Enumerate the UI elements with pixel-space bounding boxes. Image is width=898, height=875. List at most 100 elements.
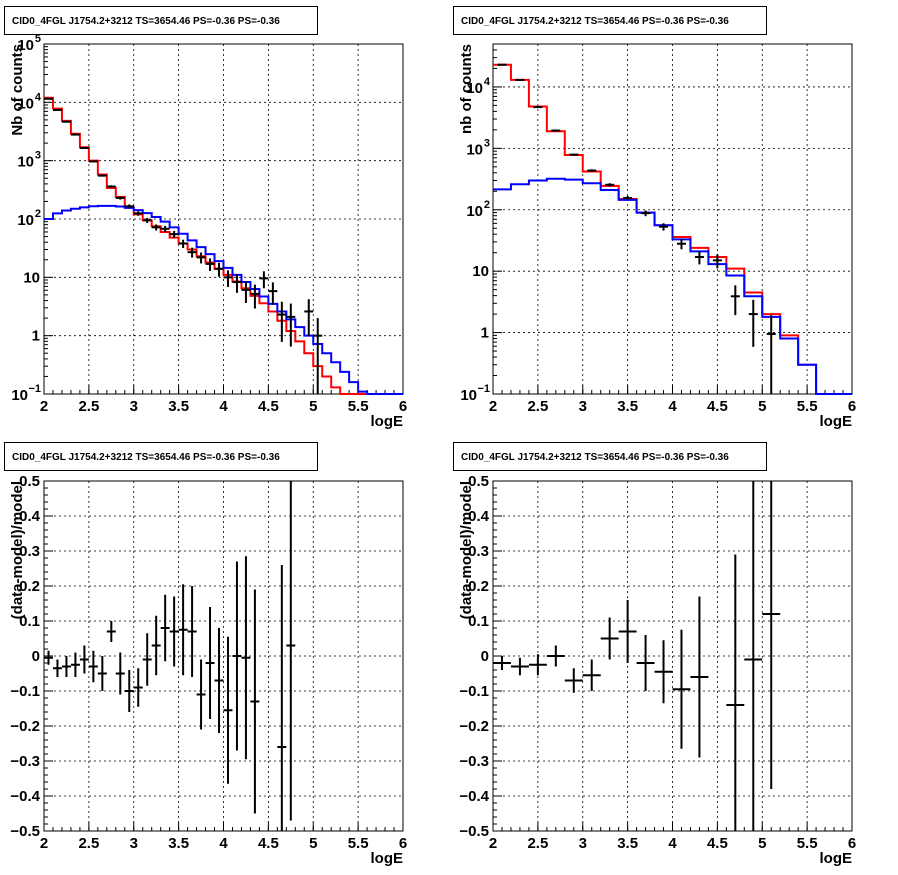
y-tick-exponent: 3 (35, 150, 41, 162)
chart-title: CID0_4FGL J1754.2+3212 TS=3654.46 PS=-0.… (12, 452, 280, 463)
data-point (748, 299, 758, 347)
residual-point (286, 481, 296, 821)
x-tick-label: 6 (399, 398, 407, 415)
data-point (124, 204, 134, 209)
residual-point (672, 629, 691, 749)
x-tick-label: 3 (130, 398, 138, 415)
title-box (4, 442, 318, 471)
residual-point (61, 656, 71, 677)
grid (493, 44, 852, 394)
y-tick-label: −0.1 (10, 683, 40, 700)
data-point (160, 225, 170, 233)
y-tick-label: 0.1 (19, 613, 40, 630)
x-tick-label: 2.5 (527, 398, 548, 415)
y-tick-exponent: 5 (35, 33, 41, 45)
x-tick-label: 5 (309, 398, 317, 415)
y-tick-label: −0.2 (459, 718, 489, 735)
x-tick-label: 4 (219, 835, 228, 852)
residual-point (106, 621, 116, 642)
x-axis-title: logE (371, 413, 404, 430)
source-model-histogram (493, 177, 852, 395)
y-tick-exponent: 2 (484, 199, 490, 211)
y-tick-label: −0.3 (10, 753, 40, 770)
x-tick-label: 6 (399, 835, 407, 852)
data-point (551, 129, 561, 132)
data-point (605, 183, 615, 187)
x-tick-label: 3 (130, 835, 138, 852)
y-tick-exponent: 4 (484, 76, 491, 88)
residual-point (88, 650, 98, 683)
y-tick-label: 10 (23, 269, 40, 286)
data-point (61, 120, 71, 123)
y-tick-label: −0.3 (459, 753, 489, 770)
x-tick-label: 5 (758, 398, 766, 415)
x-tick-label: 3.5 (168, 398, 189, 415)
residual-point (169, 596, 179, 667)
x-tick-label: 2 (40, 398, 48, 415)
x-tick-label: 5.5 (348, 398, 369, 415)
residual-point (178, 584, 188, 676)
y-tick-exponent: −1 (477, 383, 490, 395)
y-tick-label: 0.2 (19, 578, 40, 595)
data-point (169, 230, 179, 238)
y-tick-label: −0.4 (10, 788, 40, 805)
residual-point (564, 668, 583, 693)
title-box (453, 442, 767, 471)
residual-point (115, 652, 125, 695)
residual-point (205, 607, 215, 719)
data-point (569, 153, 579, 156)
x-tick-label: 6 (848, 398, 856, 415)
residual-point (133, 668, 143, 707)
y-tick-base: 10 (466, 203, 483, 220)
x-tick-label: 3.5 (617, 835, 638, 852)
data-point (623, 196, 633, 201)
x-tick-label: 4.5 (707, 835, 728, 852)
residual-point (654, 640, 673, 704)
residual-point (762, 481, 781, 789)
data-point (259, 271, 269, 289)
data-point (133, 211, 143, 216)
residual-point (618, 600, 637, 663)
x-tick-label: 3.5 (168, 835, 189, 852)
y-tick-base: 10 (11, 387, 28, 404)
residual-point (151, 615, 161, 676)
y-tick-label: −0.2 (10, 718, 40, 735)
y-tick-base: 10 (466, 80, 483, 97)
x-tick-label: 5 (758, 835, 766, 852)
residual-point (79, 645, 89, 674)
x-tick-label: 5.5 (797, 398, 818, 415)
residual-point (187, 586, 197, 677)
x-tick-label: 4.5 (258, 835, 279, 852)
y-tick-base: 10 (17, 37, 34, 54)
residual-point (142, 633, 152, 686)
y-tick-base: 10 (17, 154, 34, 171)
x-tick-label: 4 (668, 398, 677, 415)
data-point (730, 285, 740, 316)
y-tick-label: 0.2 (468, 578, 489, 595)
y-tick-label: 1 (481, 325, 489, 342)
data-point (196, 252, 206, 264)
residual-point (44, 650, 53, 665)
data-point (88, 160, 98, 163)
data-point (250, 284, 260, 309)
residual-point (70, 652, 80, 677)
data-point (641, 210, 651, 217)
residual-point (528, 654, 547, 676)
x-tick-label: 4 (668, 835, 677, 852)
data-point (241, 281, 251, 304)
chart-title: CID0_4FGL J1754.2+3212 TS=3654.46 PS=-0.… (461, 452, 729, 463)
x-tick-label: 2 (40, 835, 48, 852)
y-tick-base: 10 (460, 387, 477, 404)
y-tick-base: 10 (17, 95, 34, 112)
residual-point (600, 617, 619, 660)
residual-point (546, 645, 565, 667)
data-point (52, 108, 62, 111)
y-tick-exponent: −1 (28, 383, 41, 395)
residual-point (241, 556, 251, 760)
y-tick-label: 10 (472, 263, 489, 280)
data-point (178, 239, 188, 248)
residual-point (744, 481, 763, 831)
residual-point (160, 594, 170, 662)
data-point (232, 274, 242, 293)
